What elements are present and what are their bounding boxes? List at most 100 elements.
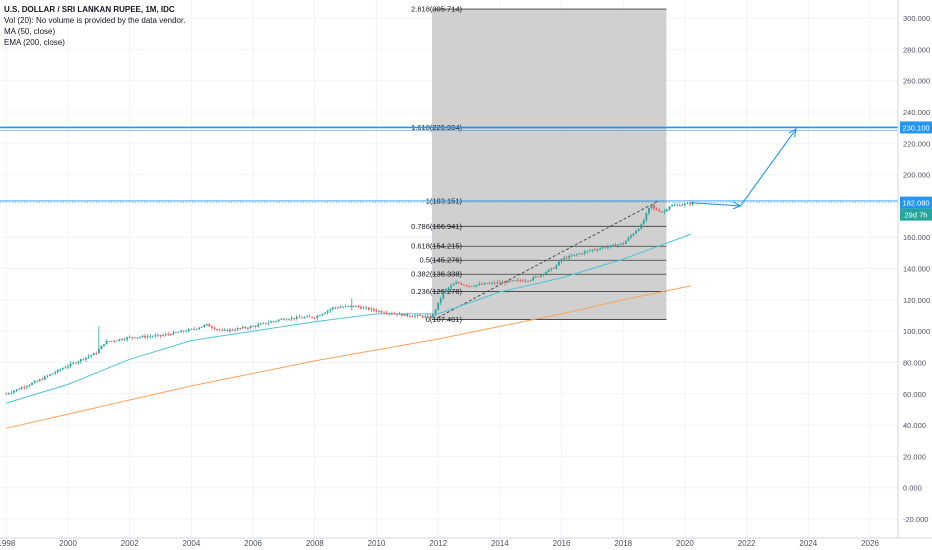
price-tick-label-7: 140.000 (903, 265, 930, 274)
candle-body-232 (601, 247, 604, 249)
candle-body-28 (77, 361, 80, 364)
candle-body-149 (388, 313, 391, 315)
price-axis-bg (898, 0, 932, 550)
candle-body-193 (501, 281, 504, 283)
candle-body-11 (33, 381, 36, 383)
candle-body-72 (190, 328, 193, 330)
price-tick-label-1: 280.000 (903, 45, 930, 54)
candle-body-18 (51, 373, 54, 375)
candle-body-245 (635, 230, 637, 234)
candle-body-183 (475, 284, 478, 287)
candle-body-92 (241, 326, 244, 329)
candle-body-9 (28, 385, 31, 387)
candle-body-151 (393, 313, 396, 315)
candle-body-137 (357, 305, 360, 307)
drawings[interactable] (0, 126, 898, 210)
countdown-label-bg (900, 208, 932, 221)
candle-body-56 (149, 336, 152, 338)
ma-50-line (6, 233, 692, 404)
price-tick-label-8: 120.000 (903, 296, 930, 305)
candle-body-264 (684, 203, 686, 206)
candle-body-76 (200, 326, 203, 328)
level-price-label: 230.100 (902, 123, 929, 132)
candle-body-235 (609, 245, 612, 247)
candle-body-23 (64, 367, 67, 369)
price-tick-label-14: 0.000 (903, 484, 922, 493)
volume-legend[interactable]: Vol (20): No volume is provided by the d… (4, 16, 186, 25)
candle-body-152 (396, 313, 398, 315)
candle-body-128 (334, 307, 337, 309)
projection-path[interactable] (691, 128, 797, 207)
candle-body-236 (612, 244, 614, 246)
candle-body-42 (113, 340, 116, 342)
candle-body-201 (522, 280, 524, 282)
candle-body-52 (139, 336, 141, 338)
candle-body-100 (262, 322, 265, 324)
candle-body-256 (663, 211, 666, 212)
candle-body-206 (534, 276, 537, 278)
candle-body-117 (306, 316, 308, 318)
candle-body-224 (581, 253, 584, 255)
candle-body-45 (121, 339, 123, 340)
candle-body-97 (254, 326, 257, 327)
candle-body-31 (85, 357, 87, 360)
candle-body-253 (655, 208, 658, 211)
candle-body-108 (283, 318, 285, 320)
candle-body-157 (408, 316, 411, 317)
candle-body-102 (267, 322, 270, 324)
time-tick-label-7: 2012 (429, 539, 447, 548)
candle-body-194 (504, 281, 506, 283)
ema-200-line (6, 285, 692, 429)
candle-body-109 (285, 319, 288, 321)
candle-body-218 (565, 257, 568, 259)
candle-body-207 (537, 276, 540, 278)
candle-body-246 (637, 228, 640, 231)
candle-body-41 (110, 340, 113, 342)
candle-body-75 (198, 327, 200, 329)
fib-zone[interactable] (431, 9, 667, 320)
price-tick-label-2: 260.000 (903, 77, 930, 86)
candle-body-125 (326, 310, 329, 313)
candle-body-106 (277, 319, 280, 321)
candle-body-259 (671, 205, 673, 207)
candle-body-133 (347, 306, 350, 307)
candle-body-130 (339, 307, 342, 309)
candle-body-48 (128, 336, 131, 338)
ma-legend[interactable]: MA (50, close) (4, 27, 56, 36)
candle-body-240 (622, 243, 625, 245)
last-price-label-bg (900, 196, 932, 209)
symbol-title[interactable]: U.S. DOLLAR / SRI LANKAN RUPEE, 1M, IDC (4, 5, 175, 14)
candle-body-19 (54, 372, 57, 374)
time-tick-label-5: 2008 (306, 539, 324, 548)
candle-body-88 (231, 329, 234, 331)
candle-body-131 (342, 306, 344, 308)
candle-body-210 (545, 271, 548, 275)
candle-body-124 (324, 312, 326, 314)
candle-body-150 (390, 313, 393, 315)
fibonacci-retracement[interactable]: 2.618(305.714)1.618(229.904)1(183.151)0.… (411, 5, 667, 324)
candle-body-70 (185, 331, 188, 332)
candle-body-105 (275, 320, 278, 322)
candle-body-233 (604, 247, 607, 249)
candle-body-25 (69, 363, 72, 367)
candle-body-154 (401, 313, 404, 316)
time-tick-label-6: 2010 (368, 539, 386, 548)
candle-body-22 (61, 368, 64, 370)
candle-body-242 (627, 237, 630, 241)
candle-body-122 (319, 315, 321, 317)
candle-body-250 (648, 207, 650, 214)
candle-body-263 (681, 205, 684, 206)
price-tick-label-11: 60.000 (903, 390, 926, 399)
candle-body-162 (421, 315, 424, 318)
candle-body-170 (442, 292, 445, 299)
candle-body-5 (18, 389, 21, 390)
candle-body-227 (588, 250, 591, 252)
candle-body-57 (151, 336, 154, 338)
candle-body-111 (290, 317, 293, 320)
candle-body-225 (583, 251, 586, 254)
candle-body-113 (295, 316, 298, 319)
candle-body-73 (193, 328, 195, 330)
candle-body-61 (162, 335, 165, 336)
ema-legend[interactable]: EMA (200, close) (4, 38, 65, 47)
